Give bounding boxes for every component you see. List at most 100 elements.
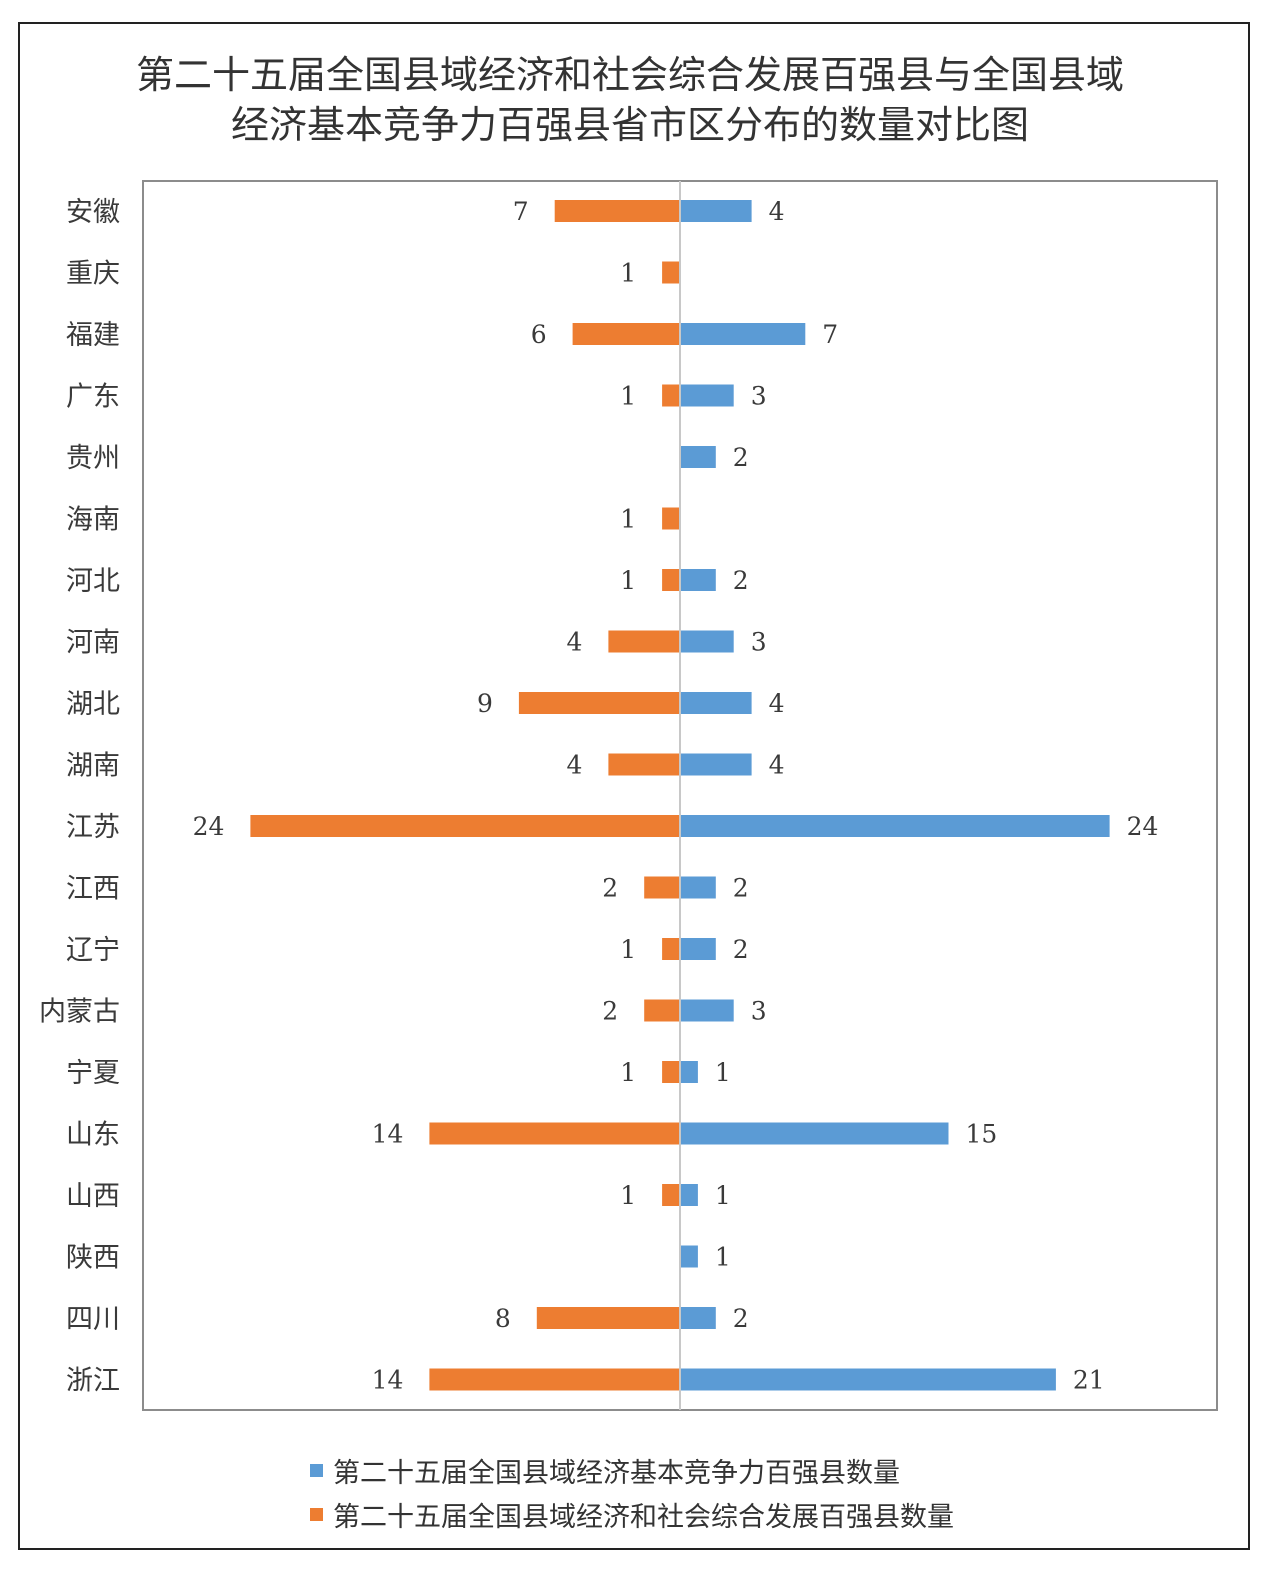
legend: 第二十五届全国县域经济基本竞争力百强县数量 第二十五届全国县域经济和社会综合发展… xyxy=(310,1448,954,1536)
bar-orange xyxy=(662,384,680,407)
bar-blue xyxy=(680,1245,698,1268)
category-label: 河北 xyxy=(66,566,120,597)
data-label-blue: 15 xyxy=(966,1120,998,1149)
category-label: 湖南 xyxy=(66,751,120,782)
category-label: 安徽 xyxy=(66,197,120,228)
chart-title-line-1: 第二十五届全国县域经济和社会综合发展百强县与全国县域 xyxy=(135,53,1124,97)
data-label-orange: 1 xyxy=(620,1181,636,1210)
data-label-blue: 2 xyxy=(733,1304,749,1333)
category-label: 广东 xyxy=(66,382,120,413)
category-label: 山东 xyxy=(66,1120,120,1151)
bar-blue xyxy=(680,630,734,653)
category-label: 内蒙古 xyxy=(39,997,120,1028)
data-label-orange: 9 xyxy=(477,689,493,718)
data-label-orange: 2 xyxy=(602,874,618,903)
data-label-blue: 4 xyxy=(769,197,785,226)
legend-swatch-orange xyxy=(310,1507,323,1521)
category-label: 陕西 xyxy=(66,1243,120,1274)
chart-frame xyxy=(18,22,1250,1550)
legend-label-blue: 第二十五届全国县域经济基本竞争力百强县数量 xyxy=(333,1457,900,1489)
bar-blue xyxy=(680,384,734,407)
data-label-blue: 2 xyxy=(733,566,749,595)
legend-label-orange: 第二十五届全国县域经济和社会综合发展百强县数量 xyxy=(333,1501,954,1533)
bar-orange xyxy=(572,323,680,345)
bar-blue xyxy=(680,446,716,468)
bar-orange xyxy=(662,569,680,591)
data-label-blue: 1 xyxy=(715,1058,731,1087)
category-label: 重庆 xyxy=(66,259,120,290)
chart-title: 第二十五届全国县域经济和社会综合发展百强县与全国县域 经济基本竞争力百强县省市区… xyxy=(0,50,1260,150)
bar-orange xyxy=(662,1184,680,1206)
data-label-orange: 4 xyxy=(566,751,582,780)
bar-blue xyxy=(680,1307,716,1329)
data-label-blue: 4 xyxy=(769,689,785,718)
bar-blue xyxy=(680,692,752,714)
bar-blue xyxy=(680,569,716,591)
bar-orange xyxy=(429,1122,680,1145)
data-label-blue: 1 xyxy=(715,1243,731,1272)
bar-blue xyxy=(680,1368,1056,1391)
data-label-orange: 6 xyxy=(531,320,547,349)
category-label: 宁夏 xyxy=(66,1058,120,1089)
bar-blue xyxy=(680,876,716,899)
bar-blue xyxy=(680,753,752,776)
bar-orange xyxy=(608,753,680,776)
data-label-orange: 1 xyxy=(620,259,636,288)
data-label-orange: 2 xyxy=(602,997,618,1026)
category-label: 贵州 xyxy=(66,443,120,474)
data-label-blue: 2 xyxy=(733,935,749,964)
data-label-orange: 8 xyxy=(495,1304,511,1333)
bar-blue xyxy=(680,1122,949,1145)
category-label: 湖北 xyxy=(66,689,120,720)
bar-orange xyxy=(662,261,680,284)
data-label-blue: 2 xyxy=(733,874,749,903)
bar-orange xyxy=(662,1061,680,1083)
chart-title-line-2: 经济基本竞争力百强县省市区分布的数量对比图 xyxy=(230,103,1029,147)
data-label-blue: 21 xyxy=(1073,1366,1105,1395)
category-label: 浙江 xyxy=(66,1366,120,1397)
bar-orange xyxy=(518,692,680,714)
bar-orange xyxy=(662,507,680,530)
legend-swatch-blue xyxy=(310,1463,323,1477)
category-label: 河南 xyxy=(66,628,120,659)
data-label-orange: 24 xyxy=(193,812,225,841)
bar-orange xyxy=(608,630,680,653)
data-label-orange: 1 xyxy=(620,505,636,534)
category-label: 福建 xyxy=(66,320,120,351)
legend-item-orange: 第二十五届全国县域经济和社会综合发展百强县数量 xyxy=(310,1492,954,1536)
data-label-orange: 7 xyxy=(513,197,529,226)
data-label-orange: 1 xyxy=(620,382,636,411)
category-label: 江苏 xyxy=(66,812,120,843)
bar-blue xyxy=(680,1184,698,1206)
bar-orange xyxy=(250,815,680,837)
data-label-orange: 14 xyxy=(372,1366,404,1395)
legend-item-blue: 第二十五届全国县域经济基本竞争力百强县数量 xyxy=(310,1448,954,1492)
bar-orange xyxy=(536,1307,680,1329)
data-label-orange: 1 xyxy=(620,1058,636,1087)
category-label: 四川 xyxy=(66,1304,120,1335)
bar-blue xyxy=(680,200,752,222)
bar-blue xyxy=(680,815,1110,837)
bar-orange xyxy=(554,200,680,222)
bar-blue xyxy=(680,938,716,960)
category-label: 海南 xyxy=(66,505,120,536)
data-label-orange: 1 xyxy=(620,566,636,595)
data-label-blue: 1 xyxy=(715,1181,731,1210)
bar-orange xyxy=(644,999,680,1022)
category-label: 山西 xyxy=(66,1181,120,1212)
bar-blue xyxy=(680,323,806,345)
data-label-blue: 24 xyxy=(1127,812,1159,841)
data-label-orange: 14 xyxy=(372,1120,404,1149)
bar-orange xyxy=(429,1368,680,1391)
data-label-blue: 3 xyxy=(751,997,767,1026)
data-label-blue: 7 xyxy=(822,320,838,349)
data-label-orange: 1 xyxy=(620,935,636,964)
data-label-blue: 3 xyxy=(751,382,767,411)
bar-orange xyxy=(662,938,680,960)
category-label: 江西 xyxy=(66,874,120,905)
data-label-blue: 3 xyxy=(751,628,767,657)
category-label: 辽宁 xyxy=(66,935,120,966)
bar-blue xyxy=(680,1061,698,1083)
data-label-orange: 4 xyxy=(566,628,582,657)
bar-blue xyxy=(680,999,734,1022)
